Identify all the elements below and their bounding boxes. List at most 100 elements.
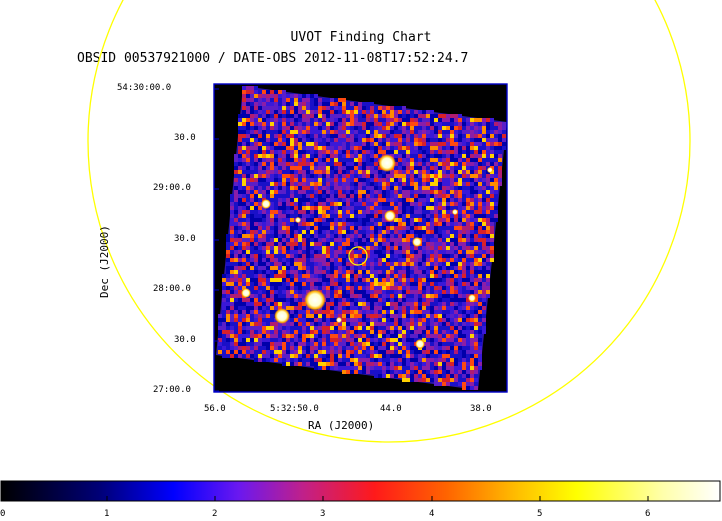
noise-pixel xyxy=(430,190,434,194)
noise-pixel xyxy=(406,306,410,310)
noise-pixel xyxy=(430,182,434,186)
noise-pixel xyxy=(254,322,258,326)
noise-pixel xyxy=(266,326,270,330)
noise-pixel xyxy=(366,246,370,250)
noise-pixel xyxy=(482,222,486,226)
noise-pixel xyxy=(470,350,474,354)
noise-pixel xyxy=(298,338,302,342)
noise-pixel xyxy=(254,126,258,130)
noise-pixel xyxy=(474,274,478,278)
noise-pixel xyxy=(322,330,326,334)
noise-pixel xyxy=(314,342,318,346)
noise-pixel xyxy=(482,118,486,122)
noise-pixel xyxy=(458,198,462,202)
noise-pixel xyxy=(366,190,370,194)
noise-pixel xyxy=(342,282,346,286)
noise-pixel xyxy=(274,214,278,218)
noise-pixel xyxy=(346,322,350,326)
noise-pixel xyxy=(486,238,490,242)
noise-pixel xyxy=(474,386,478,390)
noise-pixel xyxy=(378,174,382,178)
noise-pixel xyxy=(482,238,486,242)
noise-pixel xyxy=(330,286,334,290)
noise-pixel xyxy=(254,110,258,114)
noise-pixel xyxy=(242,270,246,274)
noise-pixel xyxy=(290,230,294,234)
noise-pixel xyxy=(442,222,446,226)
noise-pixel xyxy=(478,130,482,134)
noise-pixel xyxy=(470,230,474,234)
noise-pixel xyxy=(386,134,390,138)
noise-pixel xyxy=(350,158,354,162)
noise-pixel xyxy=(334,146,338,150)
noise-pixel xyxy=(306,354,310,358)
noise-pixel xyxy=(314,118,318,122)
noise-pixel xyxy=(374,202,378,206)
noise-pixel xyxy=(454,134,458,138)
noise-pixel xyxy=(362,222,366,226)
noise-pixel xyxy=(266,90,270,94)
noise-pixel xyxy=(246,118,250,122)
noise-pixel xyxy=(286,210,290,214)
noise-pixel xyxy=(322,138,326,142)
colorbar-label: 0 xyxy=(0,509,6,519)
noise-pixel xyxy=(446,202,450,206)
noise-pixel xyxy=(486,186,490,190)
noise-pixel xyxy=(442,290,446,294)
noise-pixel xyxy=(462,230,466,234)
noise-pixel xyxy=(338,302,342,306)
noise-pixel xyxy=(386,306,390,310)
noise-pixel xyxy=(438,362,442,366)
noise-pixel xyxy=(230,334,234,338)
noise-pixel xyxy=(490,154,494,158)
noise-pixel xyxy=(374,262,378,266)
noise-pixel xyxy=(434,366,438,370)
noise-pixel xyxy=(282,190,286,194)
noise-pixel xyxy=(454,378,458,382)
noise-pixel xyxy=(294,198,298,202)
noise-pixel xyxy=(282,102,286,106)
noise-pixel xyxy=(466,290,470,294)
noise-pixel xyxy=(482,138,486,142)
noise-pixel xyxy=(382,122,386,126)
noise-pixel xyxy=(378,218,382,222)
noise-pixel xyxy=(318,338,322,342)
noise-pixel xyxy=(402,182,406,186)
noise-pixel xyxy=(378,182,382,186)
noise-pixel xyxy=(394,306,398,310)
noise-pixel xyxy=(386,326,390,330)
noise-pixel xyxy=(266,238,270,242)
noise-pixel xyxy=(474,350,478,354)
noise-pixel xyxy=(458,222,462,226)
noise-pixel xyxy=(394,222,398,226)
noise-pixel xyxy=(362,202,366,206)
noise-pixel xyxy=(350,210,354,214)
noise-pixel xyxy=(258,282,262,286)
noise-pixel xyxy=(422,186,426,190)
noise-pixel xyxy=(446,142,450,146)
noise-pixel xyxy=(470,282,474,286)
noise-pixel xyxy=(450,178,454,182)
noise-pixel xyxy=(466,354,470,358)
noise-pixel xyxy=(322,202,326,206)
noise-pixel xyxy=(298,342,302,346)
noise-pixel xyxy=(418,326,422,330)
noise-pixel xyxy=(446,358,450,362)
noise-pixel xyxy=(250,330,254,334)
noise-pixel xyxy=(266,282,270,286)
noise-pixel xyxy=(254,282,258,286)
noise-pixel xyxy=(498,166,502,170)
noise-pixel xyxy=(286,278,290,282)
noise-pixel xyxy=(342,174,346,178)
noise-pixel xyxy=(422,210,426,214)
noise-pixel xyxy=(366,170,370,174)
noise-pixel xyxy=(282,122,286,126)
noise-pixel xyxy=(374,274,378,278)
noise-pixel xyxy=(310,186,314,190)
noise-pixel xyxy=(418,366,422,370)
noise-pixel xyxy=(330,146,334,150)
noise-pixel xyxy=(294,354,298,358)
noise-pixel xyxy=(274,194,278,198)
noise-pixel xyxy=(278,210,282,214)
noise-pixel xyxy=(266,270,270,274)
